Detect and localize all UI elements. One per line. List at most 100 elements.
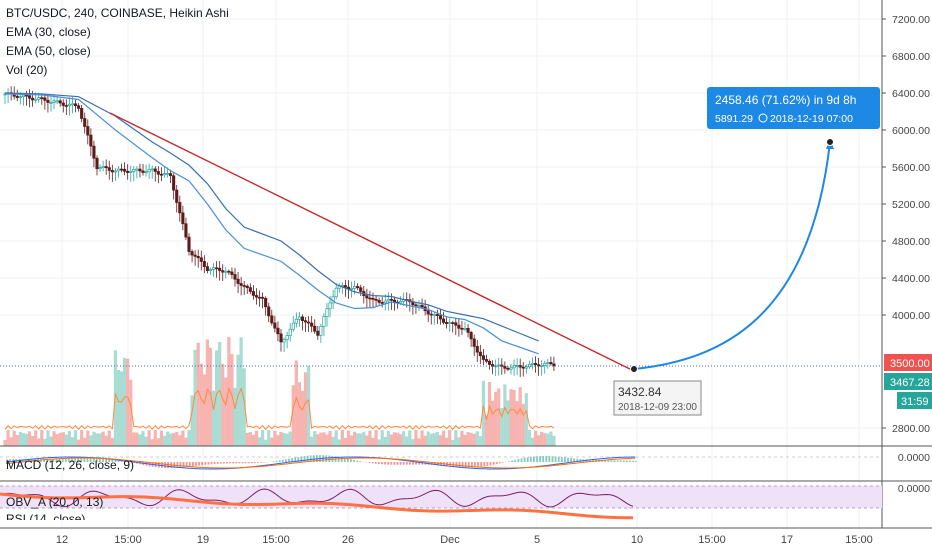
volume-bar: [67, 430, 71, 446]
macd-histogram-bar: [161, 462, 163, 468]
volume-legend[interactable]: Vol (20): [6, 63, 48, 77]
candle-body: [257, 296, 262, 299]
volume-bar: [300, 390, 305, 446]
ema30-legend[interactable]: EMA (30, close): [6, 25, 91, 39]
candle-body: [435, 314, 439, 316]
volume-bar: [248, 432, 252, 446]
macd-histogram-bar: [557, 456, 560, 462]
candle-body: [21, 94, 25, 97]
volume-bar: [190, 395, 194, 446]
volume-bar: [316, 434, 320, 446]
ema50-legend[interactable]: EMA (50, close): [6, 44, 91, 58]
low-price-tooltip[interactable]: 3432.84 2018-12-09 23:00: [613, 380, 702, 416]
candle-body: [303, 320, 308, 323]
volume-bar: [257, 437, 262, 446]
macd-histogram-bar: [542, 456, 545, 462]
macd-label[interactable]: MACD (12, 26, close, 9): [6, 458, 135, 472]
volume-bar: [518, 387, 522, 446]
macd-histogram-bar: [567, 457, 569, 462]
macd-histogram-bar: [356, 460, 359, 462]
macd-histogram-bar: [164, 462, 166, 469]
volume-bar: [371, 437, 375, 446]
macd-histogram-bar: [74, 457, 76, 462]
macd-histogram-bar: [632, 460, 634, 462]
candle-body: [187, 236, 191, 252]
candle-body: [95, 157, 99, 170]
macd-histogram-bar: [68, 458, 70, 462]
macd-histogram-bar: [421, 462, 424, 465]
candle-body: [70, 103, 75, 106]
volume-bar: [533, 430, 538, 446]
candle-body: [368, 297, 372, 300]
volume-bar: [475, 431, 479, 446]
candle-body: [144, 171, 148, 174]
projection-label[interactable]: 2458.46 (71.62%) in 9d 8h 5891.29 2018-1…: [707, 87, 880, 129]
macd-histogram-bar: [412, 462, 414, 465]
volume-bar: [270, 437, 274, 446]
volume-bar: [9, 437, 13, 446]
volume-bar: [386, 430, 390, 446]
macd-histogram-bar: [297, 457, 300, 462]
heikin-ashi-candles[interactable]: [3, 86, 556, 377]
downtrend-line[interactable]: [109, 112, 637, 373]
volume-bar: [503, 384, 507, 446]
obv-label[interactable]: OBV_A (20, 0, 13): [6, 495, 104, 509]
macd-histogram-bar: [192, 462, 194, 467]
price-axis[interactable]: 7200.00 6800.00 6400.00 6000.00 5600.00 5200.…: [882, 14, 930, 495]
volume-bar: [451, 439, 455, 446]
macd-histogram-bar: [433, 462, 436, 466]
volume-bar: [215, 350, 219, 446]
ema30-line: [4, 93, 539, 355]
candle-body: [208, 269, 213, 271]
volume-bar: [478, 436, 482, 446]
volume-bar: [543, 433, 547, 446]
macd-histogram-bar: [610, 460, 613, 462]
macd-histogram-bar: [306, 455, 309, 462]
volume-bar: [202, 374, 206, 446]
candle-body: [445, 322, 449, 324]
volume-bar: [184, 437, 188, 446]
macd-histogram-bar: [226, 462, 228, 464]
projection-curve[interactable]: [633, 141, 831, 370]
volume-bar: [466, 432, 470, 446]
macd-histogram-bar: [46, 459, 49, 462]
volume-bar: [196, 342, 200, 446]
candle-body: [80, 108, 84, 119]
candle-body: [153, 168, 157, 172]
candle-body: [291, 322, 295, 330]
volume-bar: [261, 430, 265, 446]
candle-body: [451, 322, 455, 324]
time-axis[interactable]: 12 15:00 19 15:00 26 Dec 5 10 15:00 17 15:00: [56, 534, 873, 546]
macd-histogram-bar: [533, 456, 535, 462]
candle-body: [386, 298, 390, 302]
candle-body: [264, 298, 268, 308]
volume-bar: [432, 433, 436, 446]
candle-body: [135, 168, 139, 171]
projection-start-point[interactable]: [630, 365, 638, 373]
candle-body: [389, 298, 393, 301]
price-tick-label: 7200.00: [892, 14, 930, 26]
macd-histogram-bar: [288, 458, 290, 462]
macd-histogram-bar: [502, 462, 504, 463]
symbol-title[interactable]: BTC/USDC, 240, COINBASE, Heikin Ashi: [6, 6, 229, 20]
candle-body: [251, 291, 255, 296]
volume-bar: [395, 432, 400, 446]
volume-bar: [353, 431, 357, 446]
macd-histogram-bar: [325, 455, 328, 462]
candle-body: [104, 166, 108, 169]
projection-line2-price: 5891.29: [715, 113, 753, 125]
candle-body: [426, 310, 430, 315]
candle-body: [150, 168, 154, 171]
rsi-label[interactable]: RSI (14, close): [6, 512, 86, 520]
macd-histogram-bar: [86, 457, 89, 462]
volume-bar: [438, 435, 443, 446]
macd-histogram-bar: [399, 462, 402, 465]
macd-histogram-bar: [514, 459, 517, 462]
candle-body: [288, 328, 292, 336]
candle-body: [420, 304, 424, 308]
obv-line: [0, 492, 634, 520]
projection-end-point[interactable]: [826, 138, 834, 146]
candle-body: [356, 286, 360, 289]
volume-bar: [297, 382, 301, 446]
